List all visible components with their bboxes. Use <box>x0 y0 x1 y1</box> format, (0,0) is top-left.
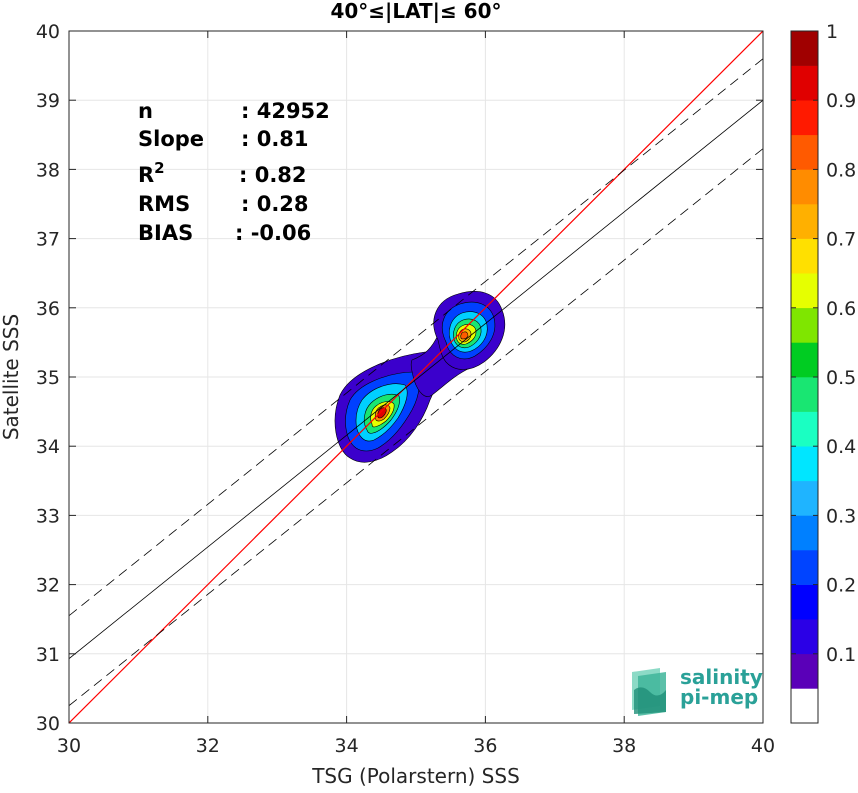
contour-level-7 <box>377 407 387 419</box>
line-fit-upper <box>69 58 763 617</box>
colorbar-tick-label: 0.3 <box>826 505 856 527</box>
colorbar-segment <box>791 65 818 101</box>
stat-value: : -0.06 <box>235 221 311 245</box>
chart-title: 40°≤|LAT|≤ 60° <box>330 0 501 23</box>
grid-lines <box>68 30 764 724</box>
colorbar-segment <box>791 446 818 482</box>
reference-lines <box>69 31 763 723</box>
y-tick-label: 35 <box>36 367 60 389</box>
y-tick-label: 30 <box>36 713 60 735</box>
contour-level-7 <box>460 331 469 340</box>
y-axis-title: Satellite SSS <box>0 314 23 440</box>
colorbar-tick-label: 0.7 <box>826 229 856 251</box>
colorbar-segment <box>791 619 818 655</box>
colorbar-segment <box>791 307 818 343</box>
stat-label: BIAS <box>138 221 193 245</box>
x-tick-label: 40 <box>751 735 775 757</box>
colorbar-segment <box>791 688 818 724</box>
colorbar-tick-label: 0.9 <box>826 90 856 112</box>
colorbar-tick-label: 0.2 <box>826 575 856 597</box>
statistics-box: n : 42952 Slope : 0.81 R2 : 0.82 RMS : 0.28 BIAS… <box>138 99 330 245</box>
stat-value: : 0.82 <box>239 163 307 187</box>
axis-ticks: 30 32 34 36 38 40 30 31 32 33 34 35 36 37 38 39 40 <box>36 21 775 757</box>
stat-label: RMS <box>138 192 190 216</box>
colorbar-tick-label: 1 <box>826 21 838 43</box>
stat-value: : 0.81 <box>241 127 309 151</box>
colorbar-segment <box>791 411 818 447</box>
line-fit-lower <box>69 148 763 707</box>
y-tick-label: 34 <box>36 436 60 458</box>
colorbar-tick-label: 0.6 <box>826 298 856 320</box>
colorbar-segment <box>791 653 818 689</box>
stat-label: R2 <box>138 159 165 187</box>
colorbar-segment <box>791 584 818 620</box>
y-tick-label: 33 <box>36 505 60 527</box>
x-tick-label: 30 <box>57 735 81 757</box>
y-tick-label: 39 <box>36 90 60 112</box>
logo-line1: salinity <box>680 665 763 689</box>
salinity-pi-mep-logo: salinity pi-mep <box>632 665 763 716</box>
colorbar-tick-label: 0.1 <box>826 644 856 666</box>
colorbar-segment <box>791 550 818 585</box>
y-tick-label: 36 <box>36 298 60 320</box>
y-tick-label: 37 <box>36 229 60 251</box>
colorbar-segment <box>791 100 818 136</box>
colorbar-segment <box>791 342 818 378</box>
colorbar-segment <box>791 515 818 551</box>
colorbar-tick-label: 0.5 <box>826 367 856 389</box>
stat-label: n <box>138 99 153 123</box>
x-tick-label: 38 <box>612 735 636 757</box>
line-fit <box>69 99 763 659</box>
colorbar-segment <box>791 31 818 66</box>
colorbar-segment <box>791 134 818 170</box>
x-tick-label: 32 <box>196 735 220 757</box>
stat-value: : 0.28 <box>241 192 309 216</box>
y-tick-label: 38 <box>36 159 60 181</box>
colorbar-segment <box>791 273 818 309</box>
colorbar-segment <box>791 238 818 274</box>
colorbar-tick-label: 0.4 <box>826 436 856 458</box>
density-blob-upper <box>433 291 506 370</box>
y-tick-label: 31 <box>36 644 60 666</box>
colorbar: 0.1 0.2 0.3 0.4 0.5 0.6 0.7 0.8 0.9 1 <box>790 21 856 724</box>
logo-line2: pi-mep <box>680 685 758 709</box>
y-tick-label: 40 <box>36 21 60 43</box>
x-tick-label: 34 <box>335 735 359 757</box>
colorbar-segment <box>791 169 818 205</box>
colorbar-segment <box>791 204 818 239</box>
y-tick-label: 32 <box>36 575 60 597</box>
stat-label: Slope <box>138 127 204 151</box>
stat-value: : 42952 <box>241 99 330 123</box>
colorbar-tick-label: 0.8 <box>826 159 856 181</box>
colorbar-segment <box>791 377 818 412</box>
x-axis-title: TSG (Polarstern) SSS <box>311 764 520 788</box>
density-bridge <box>410 334 471 397</box>
colorbar-segment <box>791 480 818 516</box>
line-identity <box>69 31 763 723</box>
x-tick-label: 36 <box>473 735 497 757</box>
